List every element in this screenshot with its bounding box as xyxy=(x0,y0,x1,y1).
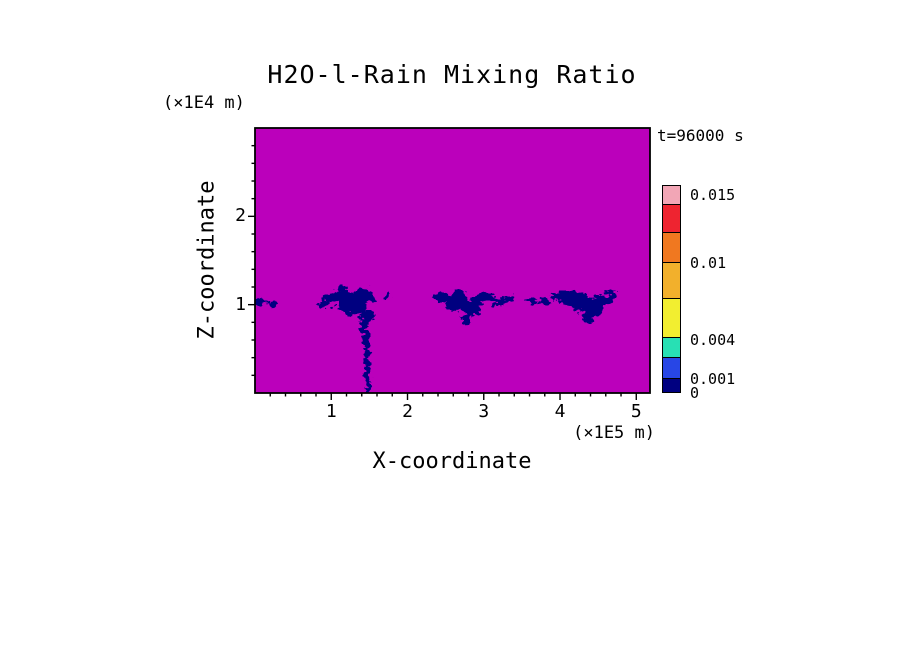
colorbar-segment xyxy=(663,357,680,379)
colorbar xyxy=(662,185,681,393)
colorbar-tick-label: 0.001 xyxy=(690,370,736,389)
colorbar-tick-label: 0.01 xyxy=(690,254,727,272)
colorbar-tick-label: 0.015 xyxy=(690,186,736,205)
x-tick-label: 1 xyxy=(325,401,337,422)
x-axis-unit-label: (×1E5 m) xyxy=(573,423,655,443)
colorbar-segment xyxy=(663,298,680,338)
field-background xyxy=(255,128,650,393)
colorbar-segment xyxy=(663,378,680,392)
y-tick-label: 1 xyxy=(235,293,246,315)
time-annotation: t=96000 s xyxy=(657,126,744,145)
x-axis-title: X-coordinate xyxy=(372,449,532,474)
plot-area xyxy=(248,127,651,400)
x-tick-label: 5 xyxy=(630,401,642,422)
x-tick-label: 2 xyxy=(402,401,413,422)
chart-title: H2O-l-Rain Mixing Ratio xyxy=(267,60,637,89)
rain-features xyxy=(255,287,618,393)
colorbar-tick-label: 0.004 xyxy=(690,330,736,349)
x-tick-label: 3 xyxy=(478,401,490,422)
colorbar-segment xyxy=(663,337,680,358)
field xyxy=(255,128,650,393)
colorbar-segment xyxy=(663,203,680,232)
y-axis-title: Z-coordinate xyxy=(194,180,220,340)
colorbar-segment xyxy=(663,231,680,262)
colorbar-tick-label: 0 xyxy=(690,384,700,402)
y-tick-label: 2 xyxy=(235,205,246,227)
colorbar-segment xyxy=(663,261,680,299)
x-tick-label: 4 xyxy=(554,401,566,422)
y-axis-unit-label: (×1E4 m) xyxy=(163,93,245,113)
plot-border xyxy=(254,127,651,394)
colorbar-segment xyxy=(663,186,680,204)
